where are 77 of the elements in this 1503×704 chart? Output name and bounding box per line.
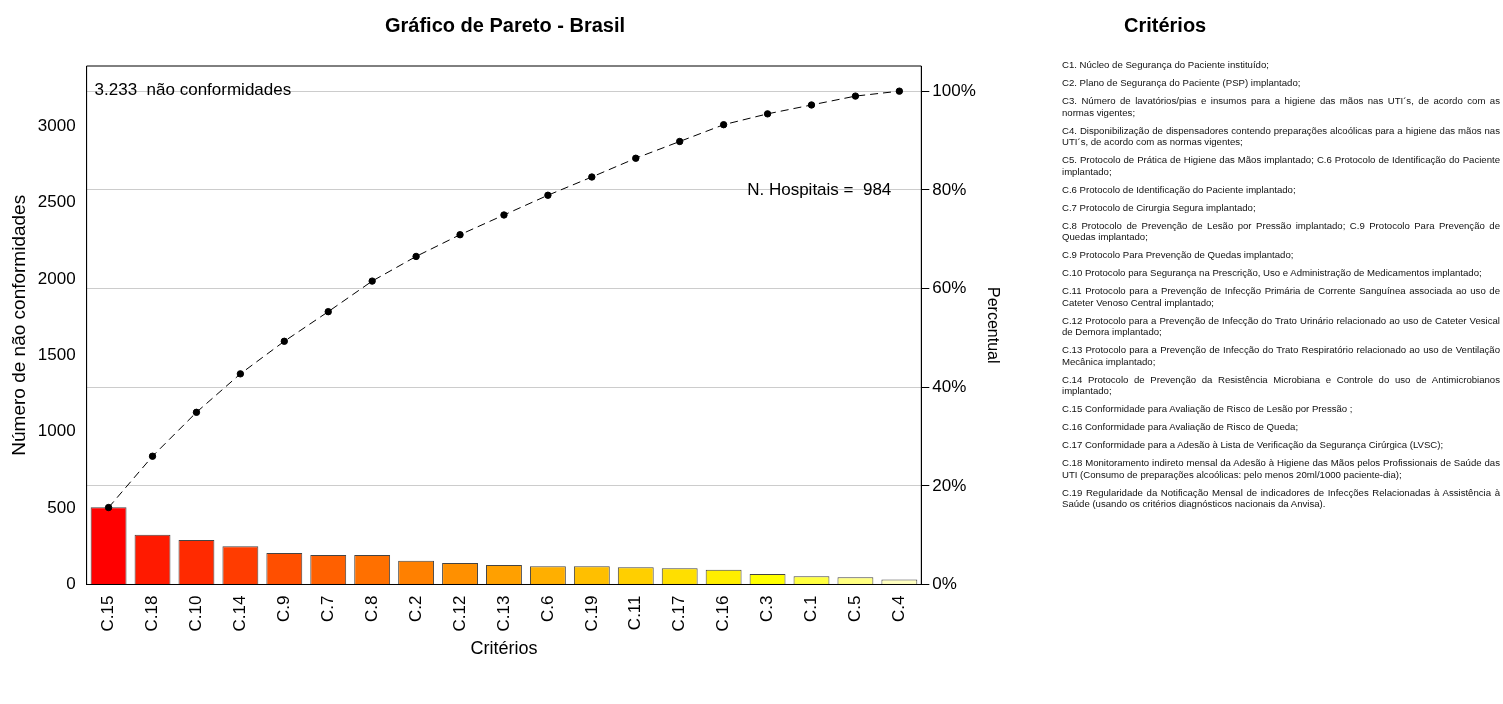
point (148, 452, 157, 460)
text: C.19 Regularidade da Notificação Mensal de indicadores de Infecções Relacionadas à Assistência à Saúde (usando os critérios diagnósticos nacionais da Anvisa). (1062, 486, 1500, 510)
y-tick-label: 2000 (37, 268, 76, 288)
point (588, 173, 596, 181)
text: C.7 Protocolo de Cirurgia Segura implantado; (1062, 201, 1257, 213)
x-tick-label: C.8 (361, 595, 381, 622)
y-axis-title: Número de não conformidades (7, 194, 29, 456)
text: C.17 Conformidade para a Adesão à Lista de Verificação da Segurança Cirúrgica (LVSC); (1062, 439, 1445, 451)
text: C.13 Protocolo para a Prevenção de Infecção do Trato Respiratório relacionado ao uso de Ventilação Mecânica implantado; (1062, 344, 1500, 367)
point (763, 110, 772, 118)
point (192, 408, 201, 417)
text: C.10 Protocolo para Segurança na Prescrição, Uso e Administração de Medicamentos implantado; (1062, 267, 1483, 279)
y2-tick-label: 60% (932, 278, 967, 298)
x-tick-label: C.7 (317, 595, 337, 622)
x-tick-label: C.4 (889, 595, 909, 622)
point (895, 87, 904, 95)
point (719, 121, 728, 129)
text: C4. Disponibilização de dispensadores contendo preparações alcoólicas para a higiene das mãos nas UTI´s, de acordo com as normas vigentes; (1062, 124, 1500, 148)
text: C.8 Protocolo de Prevenção de Lesão por Pressão implantado; C.9 Protocolo Para Prevenção de Quedas implantado; (1062, 219, 1500, 243)
x-tick-label: C.12 (449, 595, 469, 632)
x-tick-label: C.11 (625, 595, 645, 631)
text: C1. Núcleo de Segurança do Paciente instituído; (1062, 59, 1270, 71)
point (280, 337, 289, 345)
point (632, 154, 640, 162)
point (807, 101, 816, 109)
point (676, 137, 684, 146)
point (851, 92, 860, 100)
point (456, 231, 464, 239)
x-tick-label: C.6 (537, 595, 557, 622)
text: C.11 Protocolo para a Prevenção de Infecção Primária de Corrente Sanguínea associada ao uso de Cateter Venoso Central implantado; (1062, 285, 1500, 308)
text: C.14 Protocolo de Prevenção da Resistência Microbiana e Controle do uso de Antimicrobianos implantado; (1062, 373, 1500, 397)
y2-tick-label: 100% (932, 80, 976, 100)
text: C.9 Protocolo Para Prevenção de Quedas implantado; (1062, 249, 1295, 261)
x-axis-title: Critérios (470, 638, 538, 659)
x-tick-label: C.17 (669, 595, 689, 632)
x-tick-label: C.18 (142, 595, 162, 632)
y2-tick-label: 80% (932, 179, 967, 199)
text: Critérios (1123, 14, 1208, 37)
x-tick-label: C.3 (757, 595, 777, 622)
x-tick-label: C.9 (274, 595, 293, 622)
x-tick-label: C.5 (845, 595, 865, 622)
y-tick-label: 1500 (37, 345, 76, 365)
text: C2. Plano de Segurança do Paciente (PSP) implantado; (1062, 77, 1302, 89)
point (500, 211, 508, 219)
point (324, 307, 332, 316)
point (412, 252, 420, 261)
text: C.15 Conformidade para Avaliação de Risco de Lesão por Pressão ; (1062, 403, 1354, 415)
text: C.12 Protocolo para a Prevenção de Infecção do Trato Urinário relacionado ao uso de Cateter Vesical de Demora implantado; (1062, 314, 1500, 338)
text: C.16 Conformidade para Avaliação de Risco de Queda; (1062, 421, 1300, 433)
text: C.6 Protocolo de Identificação do Paciente implantado; (1062, 183, 1297, 195)
y-tick-label: 1000 (37, 421, 76, 441)
point (236, 370, 245, 378)
x-tick-label: C.15 (98, 595, 118, 632)
y-tick-label: 0 (66, 574, 76, 594)
annotation: 3.233 não conformidades (94, 79, 292, 99)
y-tick-label: 3000 (37, 116, 76, 136)
x-tick-label: C.14 (230, 595, 250, 632)
x-tick-label: C.13 (493, 595, 513, 632)
y2-tick-label: 20% (932, 475, 967, 495)
y-tick-label: 500 (47, 497, 76, 517)
y-tick-label: 2500 (37, 192, 76, 212)
point (104, 503, 113, 512)
text: C5. Protocolo de Prática de Higiene das Mãos implantado; C.6 Protocolo de Identificação do Paciente implantado; (1062, 154, 1500, 177)
annotation: N. Hospitais = 984 (747, 180, 892, 200)
x-tick-label: C.1 (801, 595, 821, 622)
y2-tick-label: 40% (932, 376, 967, 396)
x-tick-label: C.10 (186, 595, 206, 632)
y2-axis-title: Percentual (984, 287, 1002, 364)
point (368, 277, 376, 285)
x-tick-label: C.2 (405, 595, 425, 622)
text: C.18 Monitoramento indireto mensal da Adesão à Higiene das Mãos pelos Profissionais de Saúde das UTI (Consumo de preparações alcoólicas: pelo menos 20ml/1000 paciente-dia); (1062, 457, 1500, 480)
x-tick-label: C.16 (713, 595, 733, 632)
x-tick-label: C.19 (581, 595, 601, 632)
text: C3. Número de lavatórios/pias e insumos para a higiene das mãos nas UTI´s, de acordo com as normas vigentes; (1062, 95, 1500, 118)
point (544, 191, 552, 199)
y2-tick-label: 0% (932, 574, 957, 594)
chart-title: Gráfico de Pareto - Brasil (384, 13, 626, 36)
